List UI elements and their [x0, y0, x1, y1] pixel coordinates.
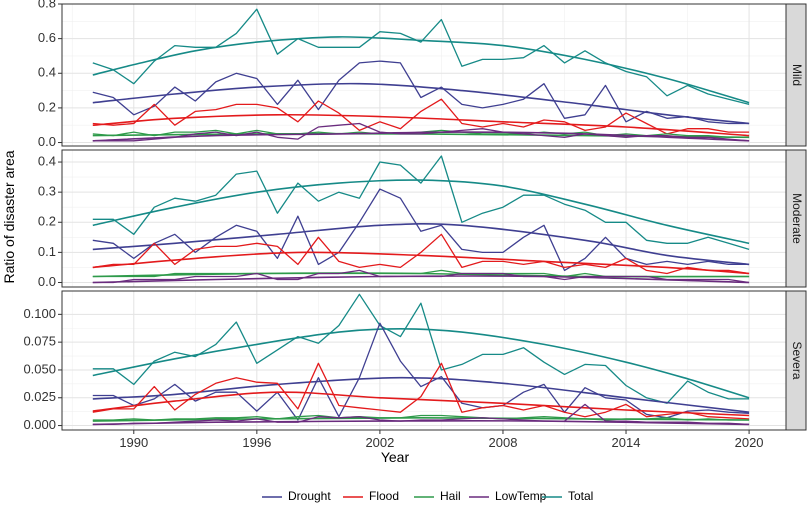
x-tick-label: 1996 [242, 435, 271, 450]
y-tick-label: 0.075 [23, 334, 56, 349]
legend-label: LowTemp [495, 489, 547, 503]
legend-label: Drought [288, 489, 331, 503]
y-tick-label: 0.3 [38, 184, 56, 199]
legend-item-hail: Hail [414, 489, 461, 503]
series-line-flood [92, 362, 750, 420]
series-line-flood [92, 98, 750, 135]
y-tick-label: 0.0 [38, 274, 56, 289]
trend-curve-flood [92, 391, 750, 417]
y-tick-label: 0.8 [38, 0, 56, 10]
facet-strip [785, 290, 807, 431]
y-tick-label: 0.050 [23, 361, 56, 376]
trend-curve-flood [92, 251, 750, 275]
y-tick-label: 0.025 [23, 389, 56, 404]
trend-curve-hail [92, 416, 750, 422]
y-axis-title: Ratio of disaster area [1, 150, 17, 283]
facet-label-mild: Mild [790, 64, 804, 86]
panel-mild: Mild 0.0 0.2 0.4 0.6 0.8 [38, 0, 807, 149]
legend: Drought Flood Hail LowTemp Total [262, 489, 593, 503]
y-tick-label: 0.4 [38, 65, 56, 80]
x-tick-label: 2002 [365, 435, 394, 450]
y-tick-label: 0.6 [38, 30, 56, 45]
series-line-drought [92, 60, 750, 125]
series-line-total [92, 155, 750, 251]
series-group [92, 293, 750, 426]
y-tick-label: 0.4 [38, 153, 56, 168]
series-line-total [92, 8, 750, 106]
x-tick-label: 2020 [735, 435, 764, 450]
y-tick-label: 0.2 [38, 214, 56, 229]
plot-background [62, 4, 786, 146]
panels-layer: Mild 0.0 0.2 0.4 0.6 0.8 Moderate 0.0 0.1 0.2 0.3 0… [23, 0, 807, 432]
trend-curve-flood [92, 113, 750, 137]
trend-curve-total [92, 179, 750, 245]
y-tick-label: 0.100 [23, 306, 56, 321]
trend-curve-lowtemp [92, 275, 750, 284]
facet-label-moderate: Moderate [790, 193, 804, 244]
panel-moderate: Moderate 0.0 0.1 0.2 0.3 0.4 [38, 149, 807, 289]
legend-item-lowtemp: LowTemp [469, 489, 547, 503]
x-axis-title: Year [381, 449, 410, 465]
series-line-drought [92, 188, 750, 272]
panel-severa: Severa 0.000 0.025 0.050 0.075 0.100 [23, 290, 807, 432]
legend-label: Hail [440, 489, 461, 503]
y-tick-label: 0.000 [23, 417, 56, 432]
facet-strip [785, 3, 807, 147]
y-tick-label: 0.1 [38, 244, 56, 259]
trend-curve-total [92, 36, 750, 104]
legend-item-flood: Flood [343, 489, 399, 503]
y-tick-label: 0.0 [38, 134, 56, 149]
x-tick-label: 1990 [119, 435, 148, 450]
plot-background [62, 150, 786, 287]
legend-item-drought: Drought [262, 489, 331, 503]
trend-curve-total [92, 327, 750, 399]
series-group [92, 155, 750, 284]
legend-label: Flood [369, 489, 399, 503]
series-group [92, 8, 750, 142]
x-tick-label: 2014 [612, 435, 641, 450]
series-line-total [92, 293, 750, 404]
legend-label: Total [568, 489, 593, 503]
trend-curve-drought [92, 376, 750, 413]
x-axis: 1990 1996 2002 2008 2014 2020 [119, 430, 764, 450]
x-tick-label: 2008 [489, 435, 518, 450]
trend-curve-lowtemp [92, 419, 750, 426]
facet-label-severa: Severa [790, 341, 804, 379]
legend-item-total: Total [542, 489, 593, 503]
trend-curve-lowtemp [92, 131, 750, 142]
y-tick-label: 0.2 [38, 99, 56, 114]
trend-curve-drought [92, 82, 750, 125]
facet-strip [785, 149, 807, 288]
trend-curve-drought [92, 222, 750, 266]
